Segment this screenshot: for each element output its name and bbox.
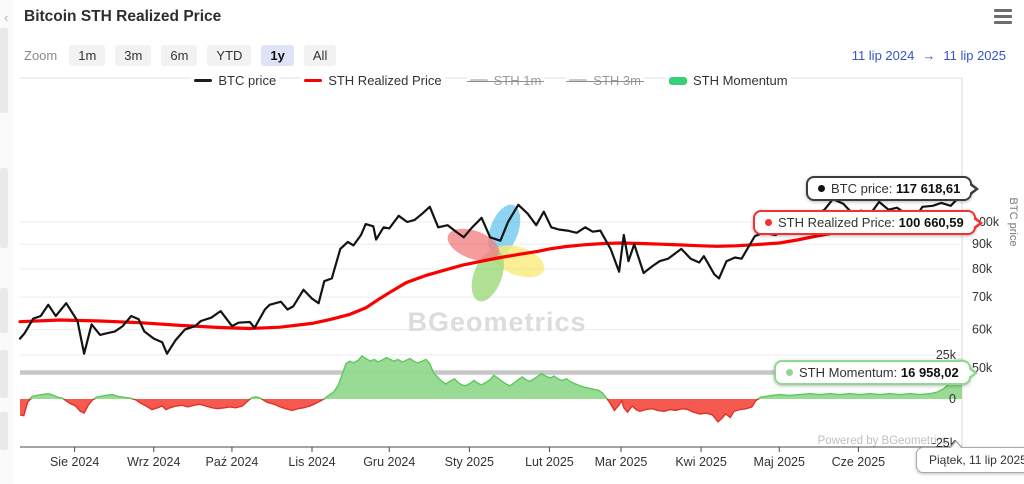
zoom-button-all[interactable]: All: [303, 45, 337, 66]
x-axis-label: Kwi 2025: [675, 455, 726, 469]
momentum-line-positive: [29, 354, 963, 399]
momentum-positive-area: [20, 355, 962, 399]
price-axis-label: 60k: [972, 323, 993, 337]
sth-tooltip-value: 100 660,59: [898, 215, 964, 230]
legend-item-sth-1m[interactable]: STH 1m: [466, 73, 545, 88]
zoom-button-ytd[interactable]: YTD: [207, 45, 252, 66]
legend-label: STH 1m: [493, 73, 542, 88]
x-axis-label: Mar 2025: [595, 455, 648, 469]
date-tooltip: Piątek, 11 lip 2025: [916, 440, 1024, 473]
zoom-button-1m[interactable]: 1m: [69, 45, 106, 66]
zoom-buttons: 1m 3m 6m YTD 1y All: [69, 45, 337, 66]
sth-tooltip-dot: [765, 219, 772, 226]
price-axis-label: 90k: [972, 237, 993, 251]
date-range[interactable]: 11 lip 2024 → 11 lip 2025: [852, 48, 1006, 63]
collapsed-side-panel: [0, 0, 13, 484]
range-to[interactable]: 11 lip 2025: [943, 48, 1006, 63]
x-axis-label: Cze 2025: [832, 455, 886, 469]
momentum-axis-label: 25k: [936, 348, 957, 362]
momentum-axis-label: 0: [949, 392, 956, 406]
zoom-button-1y[interactable]: 1y: [261, 45, 294, 66]
x-axis-label: Paź 2024: [206, 455, 259, 469]
back-chevron-icon[interactable]: ‹: [4, 10, 9, 25]
watermark-petal: [447, 228, 500, 261]
range-from[interactable]: 11 lip 2024: [851, 48, 915, 63]
legend-item-sth-momentum[interactable]: STH Momentum: [665, 73, 791, 88]
zoom-button-3m[interactable]: 3m: [115, 45, 152, 66]
price-axis-label: 70k: [972, 290, 993, 304]
btc-tooltip-value: 117 618,61: [896, 181, 961, 196]
btc-tooltip-label: BTC price:: [831, 181, 893, 196]
watermark-text: BGeometrics: [407, 307, 586, 337]
x-axis-label: Maj 2025: [754, 455, 805, 469]
range-arrow-icon: →: [922, 48, 936, 63]
btc-price-tooltip: BTC price: 117 618,61: [806, 176, 980, 201]
momentum-negative-area: [20, 399, 962, 422]
x-axis-label: Sty 2025: [445, 455, 494, 469]
menu-icon[interactable]: [994, 9, 1012, 24]
page-title: Bitcoin STH Realized Price: [24, 8, 222, 25]
x-axis-label: Sie 2024: [50, 455, 99, 469]
zoom-button-6m[interactable]: 6m: [161, 45, 198, 66]
date-tooltip-text: Piątek, 11 lip 2025: [929, 453, 1024, 467]
legend-label: STH Momentum: [692, 73, 788, 88]
momentum-tooltip-value: 16 958,02: [900, 365, 959, 380]
legend: BTC price STH Realized Price STH 1m STH 3m S…: [20, 73, 962, 88]
momentum-tooltip-label: STH Momentum:: [799, 365, 898, 380]
sth-tooltip-label: STH Realized Price:: [778, 215, 896, 230]
price-axis-title: BTC price: [1007, 198, 1019, 247]
sth-realized-price-line: [18, 219, 964, 331]
powered-by-credit: Powered by BGeometrics: [817, 435, 948, 447]
momentum-line-negative: [19, 399, 760, 423]
x-axis-label: Gru 2024: [363, 455, 415, 469]
legend-swatch: [304, 79, 323, 82]
sth-realized-price-tooltip: STH Realized Price: 100 660,59: [753, 210, 983, 235]
legend-swatch: [668, 76, 687, 85]
x-axis-label: Lut 2025: [525, 455, 574, 469]
legend-item-sth-3m[interactable]: STH 3m: [566, 73, 644, 88]
legend-swatch: [194, 79, 213, 82]
x-axis-label: Wrz 2024: [127, 455, 180, 469]
legend-item-btc-price[interactable]: BTC price: [191, 73, 280, 88]
btc-tooltip-dot: [818, 185, 825, 192]
legend-label: STH Realized Price: [328, 73, 442, 88]
legend-swatch: [469, 79, 488, 82]
legend-label: STH 3m: [593, 73, 641, 88]
x-axis-label: Lis 2024: [288, 455, 335, 469]
legend-item-sth-realized-price[interactable]: STH Realized Price: [301, 73, 445, 88]
legend-label: BTC price: [218, 73, 277, 88]
zoom-toolbar: Zoom 1m 3m 6m YTD 1y All: [24, 45, 337, 66]
zoom-label: Zoom: [24, 48, 58, 63]
sth-momentum-tooltip: STH Momentum: 16 958,02: [774, 360, 978, 385]
price-axis-label: 80k: [972, 262, 993, 276]
momentum-tooltip-dot: [786, 369, 793, 376]
legend-swatch: [569, 79, 588, 82]
